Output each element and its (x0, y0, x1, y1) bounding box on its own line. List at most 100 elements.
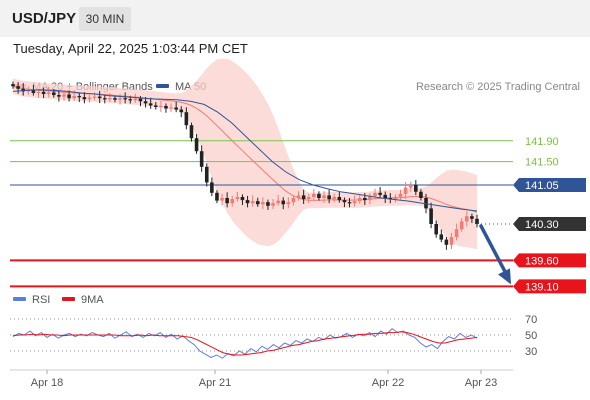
chart-header: USD/JPY 30 MIN (0, 0, 590, 37)
candle-body (108, 98, 112, 100)
candle-body (306, 196, 311, 200)
candle-body (179, 109, 184, 113)
candle-body (21, 88, 25, 92)
x-tick-label-2: Apr 22 (372, 377, 404, 389)
legend-label-rsi: RSI (32, 294, 50, 306)
level-label-3: 139.60 (525, 255, 559, 267)
candle-body (373, 192, 377, 196)
price-levels: 141.90 141.50 141.05 139.60 139.10 (10, 136, 586, 294)
candle-body (454, 229, 459, 237)
candle-body (97, 96, 102, 99)
candle-body (312, 193, 316, 197)
candle-body (291, 198, 296, 203)
candle-body (408, 185, 413, 188)
candle-body (261, 202, 265, 205)
level-label-4: 139.10 (525, 281, 559, 293)
candle-body (102, 98, 107, 100)
projection-arrow-shaft (479, 224, 509, 278)
candle-body (16, 86, 20, 89)
candle-body (286, 202, 291, 205)
level-label-1: 141.50 (525, 157, 559, 169)
legend-label-9ma: 9MA (81, 294, 104, 306)
candle-body (368, 195, 372, 201)
candle-body (77, 96, 82, 98)
candle-body (301, 195, 306, 200)
candle-body (424, 198, 428, 209)
legend-swatch-ma50 (156, 84, 169, 88)
candle-body (255, 201, 260, 205)
candle-body (403, 187, 408, 194)
candle-body (470, 216, 474, 219)
level-tag-2 (513, 178, 586, 192)
candle-body (123, 98, 127, 100)
candle-body (465, 216, 469, 222)
candle-body (393, 196, 398, 200)
candle-body (215, 192, 219, 201)
candle-body (429, 208, 433, 224)
candle-body (11, 84, 15, 87)
candle-body (143, 101, 148, 104)
level-tag-3 (513, 253, 586, 268)
candle-body (266, 202, 270, 206)
symbol-title: USD/JPY (12, 10, 77, 27)
candle-body (87, 97, 92, 100)
candle-body (378, 192, 382, 195)
current-price-label: 140.30 (525, 219, 559, 231)
legend-swatch-rsi (13, 297, 26, 301)
candle-body (240, 196, 245, 201)
candle-body (210, 182, 214, 193)
candle-body (51, 92, 56, 96)
x-tick-label-0: Apr 18 (31, 377, 63, 389)
legend-swatch-9ma (62, 297, 75, 301)
candle-body (250, 201, 255, 204)
candle-body (36, 91, 41, 94)
candle-body (352, 201, 357, 204)
candle-body (276, 200, 280, 204)
candle-body (475, 218, 479, 224)
candle-body (164, 105, 168, 109)
current-price-tag: 140.30 (513, 217, 586, 231)
candle-body (148, 103, 153, 106)
projection-arrow-head (498, 268, 511, 285)
rsi-tick-50: 50 (525, 330, 537, 342)
candle-body (327, 195, 331, 200)
candle-body (113, 98, 117, 100)
candle-body (159, 105, 163, 108)
candle-body (439, 234, 444, 240)
candle-body (169, 107, 173, 109)
level-tag-4 (513, 279, 586, 294)
candle-body (363, 198, 367, 201)
candle-body (194, 138, 199, 152)
candle-body (184, 112, 189, 126)
candle-body (414, 185, 418, 192)
candle-body (204, 166, 209, 183)
candle-body (459, 221, 464, 230)
rsi-grid: 70 50 30 (10, 314, 537, 358)
candle-body (41, 91, 46, 94)
candle-body (92, 96, 97, 98)
candle-body (138, 98, 143, 102)
candle-body (337, 196, 342, 201)
credit-text: Research © 2025 Trading Central (416, 81, 580, 93)
candle-body (72, 96, 76, 99)
candle-body (322, 195, 326, 198)
candle-body (449, 237, 454, 245)
timestamp: Tuesday, April 22, 2025 1:03:44 PM CET (13, 41, 248, 56)
candle-body (281, 200, 286, 205)
candle-body (434, 224, 439, 235)
rsi-ma-line (12, 331, 478, 356)
timeframe-button[interactable]: 30 MIN (79, 7, 131, 31)
candle-body (230, 199, 235, 204)
candle-body (347, 202, 352, 204)
level-label-2: 141.05 (525, 180, 559, 192)
candle-body (225, 198, 229, 204)
rsi-tick-30: 30 (525, 346, 537, 358)
level-label-0: 141.90 (525, 136, 559, 148)
candle-body (220, 198, 224, 201)
candle-body (189, 125, 194, 139)
candle-body (419, 191, 423, 198)
x-tick-label-3: Apr 23 (465, 377, 497, 389)
candle-body (46, 92, 51, 94)
ma50-line (12, 89, 478, 212)
